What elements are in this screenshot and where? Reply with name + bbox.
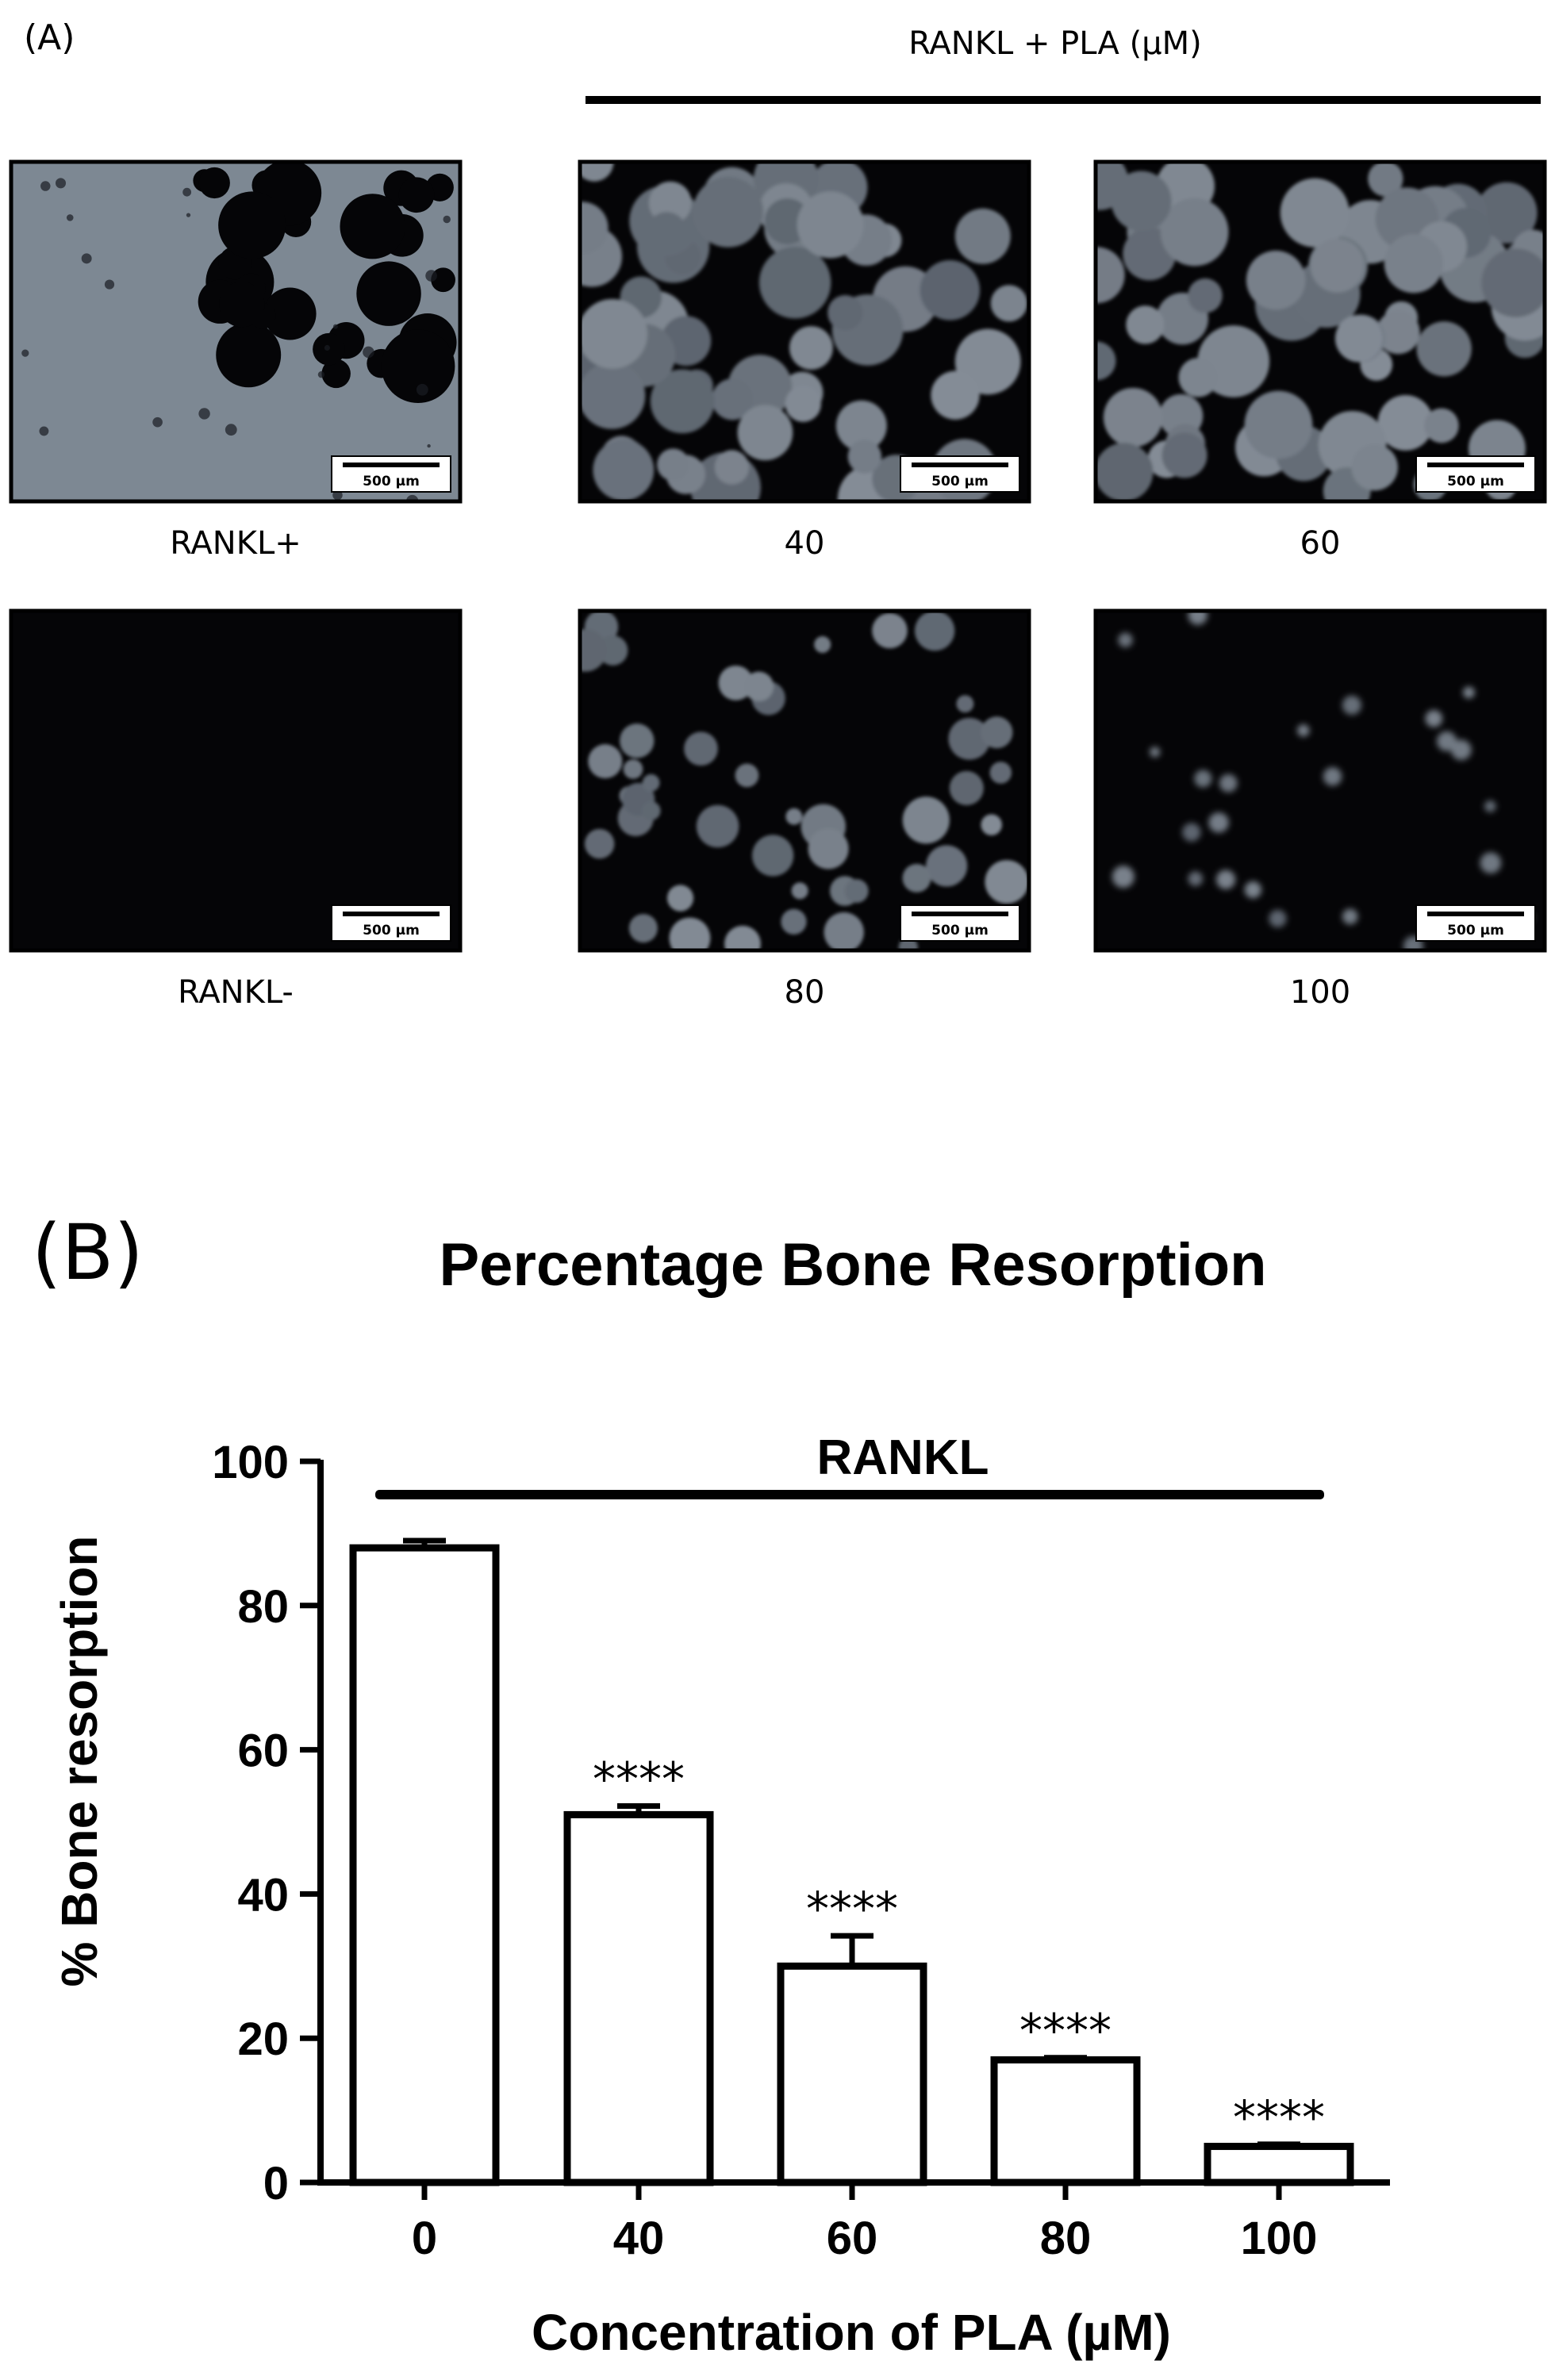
micrograph-frame [1093,608,1547,953]
micrograph-grid: 500 µm RANKL+ 500 µm 40 500 µm 60 500 µm RANKL-… [9,159,1547,1011]
micrograph-rankl-minus: 500 µm RANKL- [9,608,463,1011]
y-tick-label: 20 [237,2013,289,2065]
panel-a-header-rule [586,96,1541,104]
y-tick-label: 100 [212,1437,289,1488]
bracket-line [375,1490,1324,1499]
significance-label: **** [593,1752,685,1806]
x-tick-label: 0 [412,2213,437,2264]
x-tick-label: 60 [827,2213,878,2264]
scale-bar-label: 500 µm [363,923,420,939]
bar-100 [1204,2143,1354,2186]
scale-bar-label: 500 µm [1447,474,1504,489]
y-tick-label: 0 [263,2158,289,2209]
micrograph-frame [578,608,1031,953]
scale-bar: 500 µm [1415,904,1536,942]
micrograph-rankl-plus: 500 µm RANKL+ [9,159,463,562]
x-axis-title: Concentration of PLA (µM) [532,2304,1171,2361]
micrograph-pla-60: 500 µm 60 [1093,159,1547,562]
significance-label: **** [1233,2090,1325,2144]
scale-bar-label: 500 µm [931,923,989,939]
panel-b: (B) Percentage Bone Resorption RANKL % B… [32,1208,1390,2361]
scale-bar: 500 µm [1415,455,1536,493]
bar-0 [349,1544,500,2186]
micrograph-frame [9,608,463,953]
bar-chart: 0 20 40 60 80 100 0 **** 40 **** 60 **** 80 **** 100 [212,1437,1390,2264]
scale-bar: 500 µm [900,455,1020,493]
y-tick-label: 80 [237,1581,289,1633]
micrograph-caption: 60 [1300,525,1341,562]
bar-80 [990,2056,1141,2186]
bar-60 [777,1962,927,2186]
micrograph-caption: 80 [785,974,825,1011]
panel-a-header: RANKL + PLA (µM) [908,25,1202,62]
y-axis-title: % Bone resorption [51,1536,108,1987]
y-tick-label: 40 [237,1869,289,1921]
bracket-label: RANKL [817,1430,989,1485]
scale-bar-label: 500 µm [363,474,420,489]
x-tick-label: 100 [1241,2213,1318,2264]
scale-bar: 500 µm [331,455,451,493]
significance-label: **** [806,1882,898,1936]
y-tick-label: 60 [237,1726,289,1777]
panel-a-label: (A) [24,17,75,58]
x-tick-label: 80 [1040,2213,1092,2264]
scale-bar: 500 µm [331,904,451,942]
panel-a: (A) RANKL + PLA (µM) 500 µm RANKL+ 500 µm 4… [9,17,1547,1011]
scale-bar: 500 µm [900,904,1020,942]
micrograph-caption: RANKL+ [170,525,301,562]
micrograph-pla-100: 500 µm 100 [1093,608,1547,1011]
bar-40 [563,1810,714,2186]
scale-bar-label: 500 µm [1447,923,1504,939]
micrograph-pla-40: 500 µm 40 [578,159,1031,562]
micrograph-caption: 100 [1290,974,1350,1011]
chart-title: Percentage Bone Resorption [439,1231,1266,1299]
significance-label: **** [1019,2004,1112,2058]
scale-bar-label: 500 µm [931,474,989,489]
micrograph-frame [9,159,463,504]
micrograph-caption: 40 [785,525,825,562]
micrograph-pla-80: 500 µm 80 [578,608,1031,1011]
micrograph-caption: RANKL- [178,974,294,1011]
micrograph-frame [1093,159,1547,504]
x-tick-label: 40 [613,2213,665,2264]
micrograph-frame [578,159,1031,504]
panel-b-label: (B) [32,1208,144,1297]
